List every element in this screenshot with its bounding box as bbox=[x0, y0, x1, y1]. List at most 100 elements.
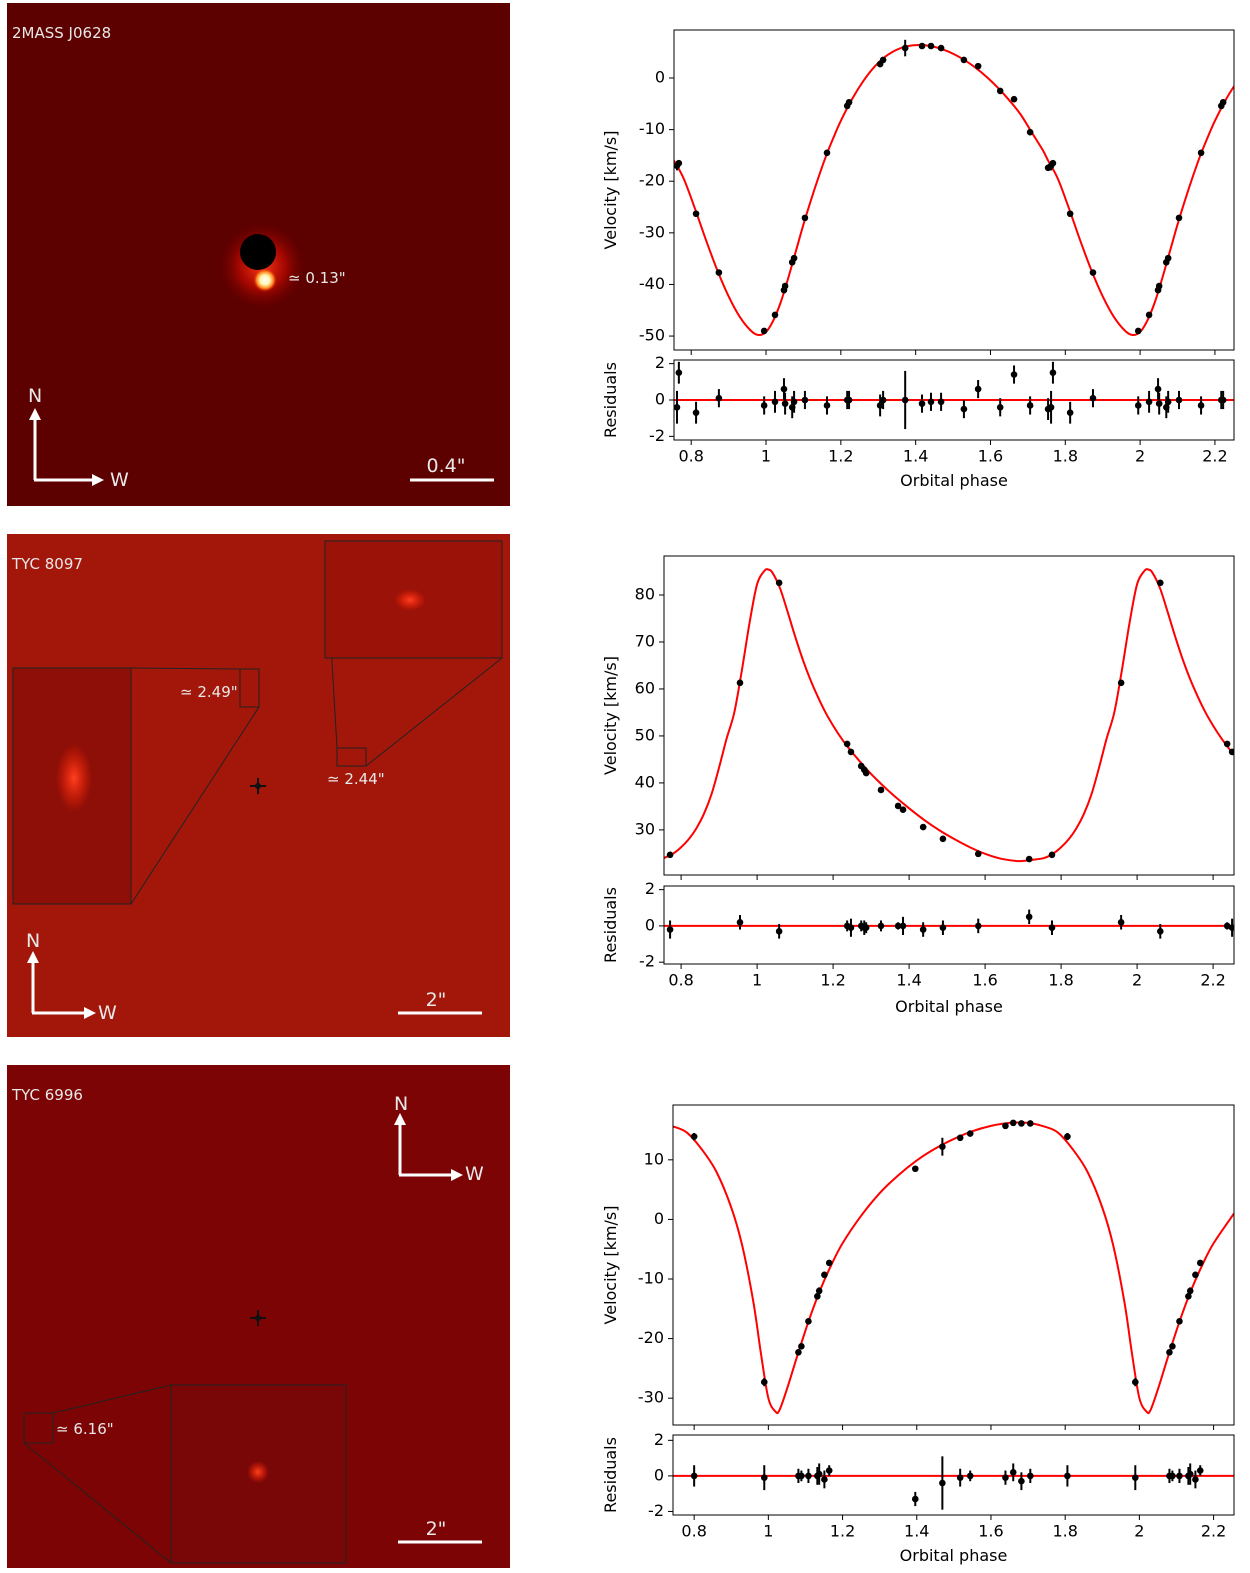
data-point bbox=[901, 44, 909, 52]
y-tick-label: 2 bbox=[645, 879, 655, 898]
y-tick-label: -2 bbox=[639, 952, 655, 971]
x-tick-label: 2.2 bbox=[1202, 447, 1227, 466]
plot-area bbox=[664, 568, 1234, 863]
data-point bbox=[919, 926, 927, 933]
data-point bbox=[1155, 282, 1163, 290]
plot-area bbox=[673, 1119, 1234, 1415]
plot-frame bbox=[672, 1434, 1235, 1516]
data-point bbox=[781, 400, 789, 407]
data-point bbox=[974, 850, 982, 858]
data-point bbox=[927, 398, 935, 406]
y-tick-label: -10 bbox=[638, 1269, 664, 1288]
x-tick-label: 2 bbox=[1134, 1522, 1144, 1541]
y-tick-label: 0 bbox=[655, 390, 665, 409]
plot-frame bbox=[673, 29, 1235, 351]
chart-panel: 30 40 50 60 70 80 Velocity [km/s] bbox=[601, 555, 1235, 880]
x-axis-label: Orbital phase bbox=[900, 471, 1008, 490]
x-tick-label: 0.8 bbox=[668, 971, 693, 990]
data-point bbox=[1026, 402, 1034, 409]
plot-frame bbox=[663, 885, 1235, 965]
data-point bbox=[960, 405, 968, 413]
west-label: W bbox=[110, 469, 129, 491]
data-point bbox=[771, 398, 779, 406]
x-axis-label: Orbital phase bbox=[900, 1546, 1008, 1565]
data-point bbox=[956, 1474, 964, 1481]
north-label: N bbox=[28, 385, 42, 407]
data-point bbox=[1192, 1271, 1199, 1279]
inset-connector bbox=[23, 1442, 172, 1564]
y-tick-label: -20 bbox=[638, 1328, 664, 1347]
data-point bbox=[801, 214, 809, 222]
data-point bbox=[1196, 1259, 1204, 1267]
data-point bbox=[1009, 1469, 1017, 1476]
data-point bbox=[690, 1472, 698, 1480]
data-point bbox=[1145, 311, 1153, 319]
data-point bbox=[1027, 1120, 1034, 1127]
data-point bbox=[918, 42, 926, 50]
y-tick-label: -10 bbox=[639, 119, 665, 138]
y-axis-label: Residuals bbox=[601, 887, 620, 963]
separation-label: ≃ 6.16" bbox=[56, 1420, 114, 1438]
plot-area bbox=[664, 909, 1234, 939]
data-point bbox=[1197, 402, 1205, 409]
data-point bbox=[974, 62, 982, 70]
data-point bbox=[927, 42, 935, 50]
data-point bbox=[1192, 1476, 1199, 1483]
x-tick-label: 0.8 bbox=[681, 1522, 706, 1541]
data-point bbox=[1175, 214, 1183, 222]
data-point bbox=[1066, 210, 1074, 218]
x-tick-label: 2 bbox=[1135, 447, 1145, 466]
x-tick-label: 1.2 bbox=[830, 1522, 855, 1541]
data-point bbox=[760, 1378, 768, 1386]
x-axis-label: Orbital phase bbox=[895, 997, 1003, 1016]
data-point bbox=[939, 1479, 946, 1487]
data-point bbox=[675, 369, 683, 377]
data-point bbox=[1025, 913, 1033, 921]
data-point bbox=[1049, 159, 1057, 167]
inset-connector bbox=[365, 657, 503, 767]
y-axis-label: Velocity [km/s] bbox=[601, 1206, 620, 1325]
x-tick-label: 1.4 bbox=[896, 971, 921, 990]
data-point bbox=[1164, 254, 1172, 262]
x-tick-label: 1.6 bbox=[972, 971, 997, 990]
data-point bbox=[760, 402, 768, 409]
x-tick-label: 1.2 bbox=[820, 971, 845, 990]
data-point bbox=[1196, 1467, 1204, 1474]
chart-panel: -50 -40 -30 -20 -10 0 Velocity [km/s] bbox=[601, 29, 1235, 355]
data-point bbox=[1048, 851, 1056, 859]
data-point bbox=[821, 1476, 828, 1483]
x-tick-label: 1.4 bbox=[904, 1522, 929, 1541]
y-tick-label: -20 bbox=[639, 171, 665, 190]
data-point bbox=[1049, 369, 1057, 377]
data-point bbox=[996, 87, 1004, 95]
data-point bbox=[1018, 1120, 1025, 1127]
data-point bbox=[715, 269, 723, 276]
north-label: N bbox=[394, 1093, 408, 1115]
data-point bbox=[1117, 679, 1125, 687]
image-panel: TYC 6996 ≃ 6.16" N W 2" bbox=[7, 1065, 510, 1568]
data-point bbox=[825, 1467, 833, 1474]
plot-area bbox=[674, 39, 1234, 337]
x-tick-label: 0.8 bbox=[678, 447, 703, 466]
data-point bbox=[1197, 149, 1205, 157]
data-point bbox=[847, 748, 855, 756]
x-tick-label: 2 bbox=[1132, 971, 1142, 990]
data-point bbox=[862, 769, 870, 777]
y-axis-label: Residuals bbox=[601, 362, 620, 438]
x-tick-label: 2.2 bbox=[1200, 971, 1225, 990]
y-tick-label: 70 bbox=[635, 631, 655, 650]
scale-label: 2" bbox=[426, 1518, 447, 1540]
data-point bbox=[1134, 402, 1142, 409]
x-tick-label: 1.8 bbox=[1053, 447, 1078, 466]
data-point bbox=[798, 1472, 805, 1480]
data-point bbox=[823, 149, 831, 157]
data-point bbox=[899, 806, 907, 813]
data-point bbox=[692, 210, 700, 218]
data-point bbox=[814, 1292, 821, 1300]
data-point bbox=[901, 396, 909, 404]
data-point bbox=[1089, 394, 1097, 402]
data-point bbox=[939, 835, 947, 843]
data-point bbox=[877, 922, 885, 930]
chart-panel: -2 0 2 0.8 1 1.2 1.4 1.6 1.8 2 2.2 Residuals Orbital… bbox=[601, 1430, 1235, 1565]
data-point bbox=[1169, 1343, 1176, 1350]
